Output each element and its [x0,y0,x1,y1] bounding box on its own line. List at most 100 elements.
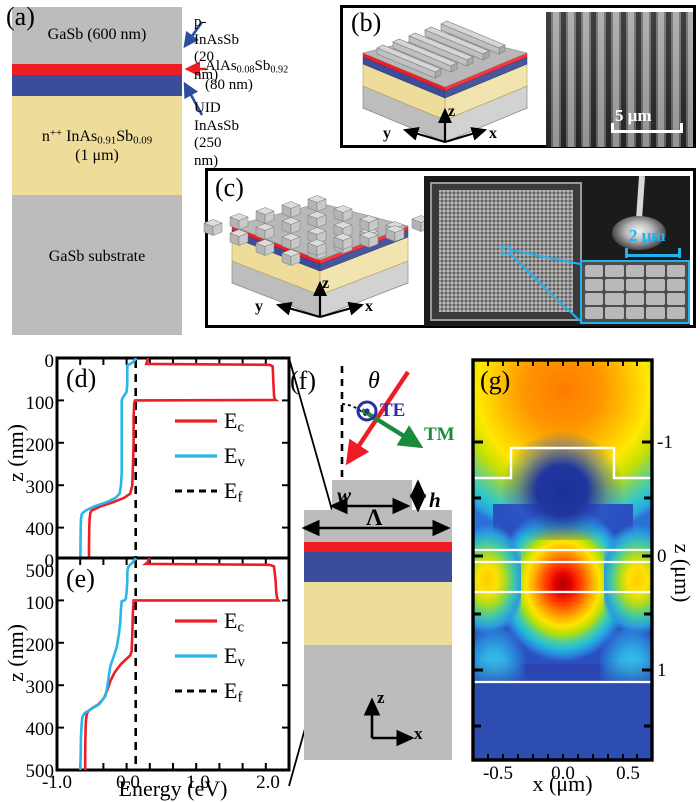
panel-g-axes-frame [471,358,654,762]
panel-b: (b) [340,5,696,148]
panel-d-ec-curve [87,357,280,570]
panel-b-sem-image [546,12,693,147]
panel-f-h-label: h [429,488,441,512]
panel-f-tm-label: TM [424,424,455,445]
panel-d-legend-ev-base: E [224,443,238,468]
panel-f-n-inassb-layer [304,582,452,645]
callout-2-a: AlAs [205,58,237,74]
panel-d-legend-ef-base: E [224,478,238,503]
panel-c-scalebar-cap-right [678,248,681,258]
panel-a-layer-alassb [12,75,182,96]
panel-e-ytick-0: 0 [44,551,55,572]
bulk-sub2: 0.09 [133,134,153,147]
callout-2-b: Sb [254,58,271,74]
panel-c-sem-image [424,176,690,326]
panel-e-legend-ec-sub: c [237,619,245,636]
panel-f-w-label: w [337,483,352,507]
panel-e-ytick-500: 500 [25,761,55,782]
panel-e-legend-ev-label: Ev [224,643,245,672]
panel-b-axis-x-label: x [489,125,497,142]
panel-a-callout-uid-inassb: UID InAsSb (250 nm) [194,100,239,171]
panel-c-axis-z-label: z [322,275,330,292]
bulk-sup: ++ [49,127,63,139]
panel-d-ev-curve [79,357,137,570]
panel-d-legend-ev-label: Ev [224,443,245,472]
panel-c: (c) [203,168,696,328]
panel-f-te-dot [364,408,370,414]
panel-e-ec-curve [83,557,281,770]
panel-d-legend-ef-sub: f [237,489,243,506]
panel-a-callout-p-inassb: p-InAsSb (20 nm) [194,14,239,85]
panel-f-dimension-arrows [301,479,451,537]
panel-c-zoom-inset [580,260,690,324]
panel-a-layer-n-inassb [12,96,182,195]
panel-f-axis-x-label: x [414,724,423,743]
panel-f-p-inassb-layer [304,542,452,552]
panel-b-scalebar-cap-left [611,123,614,133]
panel-g-xtick-05: 0.5 [616,763,640,784]
panel-a-callout-arrows [183,21,206,116]
panel-c-probe-pad [612,216,666,250]
panel-d-ytick-400: 400 [25,519,55,540]
panel-f-te-label: TE [380,400,406,421]
panel-e-ytick-400: 400 [25,719,55,740]
panel-d-legend-ec-sub: c [237,419,245,436]
panel-e-legend-ef-sub: f [237,689,243,706]
panel-d-ytick-100: 100 [25,393,55,414]
callout-2-sub-b: 0.92 [270,64,289,76]
panel-g-ytick-1: 1 [657,660,667,681]
panel-d-ylabel: z (nm) [3,423,28,483]
panel-e-legend-ev-base: E [224,643,238,668]
panel-e-legend-ec-label: Ec [224,608,244,637]
panel-f-theta-arc [341,403,367,417]
panel-c-axis-y-label: y [255,298,263,315]
panel-g-ytick--1: -1 [657,432,673,453]
panel-e-legend [175,619,217,693]
panel-f-tm-arrow [360,408,424,449]
panel-f-optics-annotation [340,366,424,482]
panel-b-axis-z-label: z [448,103,456,120]
panel-e-ytick-200: 200 [25,635,55,656]
panel-c-scalebar [625,254,681,257]
callout-2-line2: (80 nm) [205,76,253,93]
bulk-mid: InAs [62,127,98,145]
panel-b-axis-y-label: y [383,125,391,142]
panel-e-xtick-1: 1.0 [186,772,210,793]
panel-d-ytick-500: 500 [25,561,55,582]
panel-d-label: (d) [66,364,97,393]
panel-c-label: (c) [215,173,244,202]
panel-c-scalebar-cap-left [625,248,628,258]
panel-e-legend-ef-base: E [224,678,238,703]
panel-d-ytick-0: 0 [44,351,55,372]
panel-a-callout-alassb: AlAs0.08Sb0.92 (80 nm) [205,58,288,94]
panel-e-legend-ev-sub: v [237,654,245,671]
panel-e-xlabel: Energy (eV) [118,776,228,801]
panel-f-label: (f) [290,366,316,395]
panel-a-layer-substrate [12,195,182,335]
panel-c-scalebar-label: 2 μm [629,226,666,245]
panel-f-axes [363,697,415,747]
panel-b-scalebar [611,130,683,133]
panel-g-xtick-00: 0.0 [551,763,575,784]
panel-e-ytick-100: 100 [25,593,55,614]
panel-d-legend-ev-sub: v [237,454,245,471]
panel-e-legend-ec-base: E [224,608,238,633]
panel-e-legend-ef-label: Ef [224,678,242,707]
bulk-thickness: (1 μm) [75,147,119,165]
panel-g-xtick--05: -0.5 [482,763,514,784]
panel-d-legend-ec-label: Ec [224,408,244,437]
callout-1-line1: p-InAsSb [194,14,240,48]
panel-g: (g) [471,358,654,762]
panel-d-legend [175,419,217,493]
panel-f-te-circle [356,400,378,422]
bulk-mid2: Sb [116,127,134,145]
panel-a-label: (a) [6,2,35,31]
panel-e-ytick-300: 300 [25,677,55,698]
panel-g-xlabel: x (μm) [532,771,593,796]
panel-a-layer-p-inassb [12,64,182,75]
panel-f-incident-beam [345,370,410,466]
panel-g-structure-overlay [473,446,652,684]
panel-f-theta-label: θ [368,368,380,394]
panel-a-bulk-layer-text: n++ InAs0.91Sb0.09 (1 μm) [12,127,182,166]
